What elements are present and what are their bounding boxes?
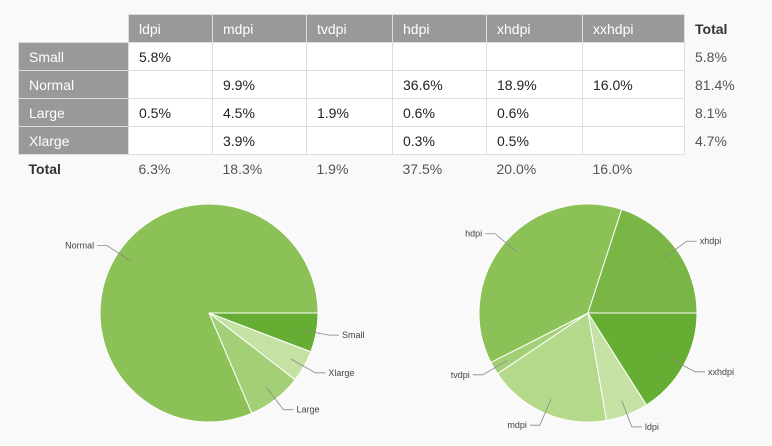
- table-cell: [392, 42, 487, 71]
- column-total: 6.3%: [138, 160, 171, 177]
- col-header-total: Total: [695, 20, 728, 37]
- table-cell: 0.6%: [486, 98, 583, 127]
- pie-label-xxhdpi: xxhdpi: [708, 367, 734, 377]
- pie-label-normal: Normal: [65, 241, 94, 251]
- table-cell: [486, 42, 583, 71]
- table-cell: 1.9%: [306, 98, 393, 127]
- table-cell: 36.6%: [392, 70, 487, 99]
- row-header-xlarge: Xlarge: [18, 126, 129, 155]
- table-row-xlarge: Xlarge 3.9% 0.3% 0.5% 4.7%: [18, 126, 755, 155]
- col-header-xxhdpi: xxhdpi: [582, 14, 685, 43]
- column-total: 20.0%: [496, 160, 537, 177]
- pie-label-mdpi: mdpi: [507, 420, 527, 430]
- row-total: 4.7%: [684, 126, 755, 155]
- table-cell: [128, 126, 213, 155]
- table-cell: 5.8%: [128, 42, 213, 71]
- row-header-large: Large: [18, 98, 129, 127]
- table-cell: [582, 126, 685, 155]
- distribution-table: ldpi mdpi tvdpi hdpi xhdpi xxhdpi Total …: [18, 14, 755, 183]
- pie-label-xlarge: Xlarge: [328, 368, 354, 378]
- leader-line-small: [301, 329, 340, 336]
- leader-line-hdpi: [485, 233, 517, 253]
- leader-line-xhdpi: [663, 240, 697, 259]
- table-cell: 16.0%: [582, 70, 685, 99]
- leader-line-tvdpi: [472, 360, 508, 376]
- table-cell: 4.5%: [212, 98, 307, 127]
- table-totals-row: Total 6.3% 18.3% 1.9% 37.5% 20.0% 16.0%: [19, 155, 755, 183]
- leader-line-large: [265, 387, 294, 411]
- table-cell: 18.9%: [486, 70, 583, 99]
- table-cell: [582, 42, 685, 71]
- pie-label-small: Small: [342, 330, 365, 340]
- pie-label-xhdpi: xhdpi: [700, 236, 722, 246]
- table-cell: 3.9%: [212, 126, 307, 155]
- row-header-small: Small: [18, 42, 129, 71]
- row-total: 81.4%: [684, 70, 755, 99]
- col-header-ldpi: ldpi: [128, 14, 213, 43]
- table-cell: [306, 126, 393, 155]
- leader-line-normal: [97, 245, 132, 262]
- table-row-large: Large 0.5% 4.5% 1.9% 0.6% 0.6% 8.1%: [18, 98, 755, 127]
- pie-label-ldpi: ldpi: [645, 422, 659, 432]
- row-total: 8.1%: [684, 98, 755, 127]
- table-cell: 0.6%: [392, 98, 487, 127]
- table-cell: 0.3%: [392, 126, 487, 155]
- leader-line-xxhdpi: [669, 357, 705, 373]
- table-cell: [306, 42, 393, 71]
- table-cell: [306, 70, 393, 99]
- table-cell: [128, 70, 213, 99]
- pie-label-large: Large: [297, 405, 320, 415]
- column-total: 1.9%: [316, 160, 349, 177]
- table-cell: 9.9%: [212, 70, 307, 99]
- table-cell: [582, 98, 685, 127]
- row-header-normal: Normal: [18, 70, 129, 99]
- table-cell: 0.5%: [486, 126, 583, 155]
- row-header-total: Total: [28, 160, 61, 177]
- row-total: 5.8%: [684, 42, 755, 71]
- table-cell: 0.5%: [128, 98, 213, 127]
- screen-size-pie: Small Xlarge Large Normal: [65, 203, 365, 423]
- table-cell: [212, 42, 307, 71]
- leader-line-mdpi: [529, 398, 552, 426]
- col-header-hdpi: hdpi: [392, 14, 487, 43]
- column-total: 18.3%: [222, 160, 263, 177]
- leader-line-xlarge: [290, 358, 326, 374]
- column-total: 16.0%: [592, 160, 633, 177]
- column-total: 37.5%: [402, 160, 443, 177]
- pie-label-tvdpi: tvdpi: [451, 370, 470, 380]
- density-pie: xxhdpi ldpi mdpi tvdpi hdpi xhdpi: [451, 203, 734, 432]
- leader-line-ldpi: [621, 400, 642, 428]
- col-header-xhdpi: xhdpi: [486, 14, 583, 43]
- table-row-small: Small 5.8% 5.8%: [18, 42, 755, 71]
- table-row-normal: Normal 9.9% 36.6% 18.9% 16.0% 81.4%: [18, 70, 755, 99]
- pie-label-hdpi: hdpi: [465, 229, 482, 239]
